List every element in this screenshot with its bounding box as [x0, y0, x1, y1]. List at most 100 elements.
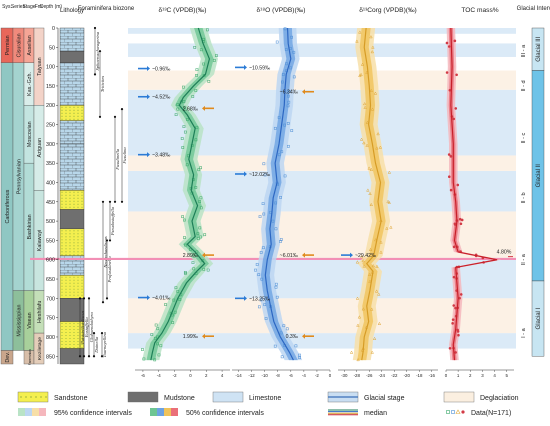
d13c-data-point — [182, 100, 186, 103]
sand-dot — [69, 276, 71, 278]
d13corg-x-tick-label: -30 — [341, 373, 348, 378]
d13c-data-point — [184, 272, 187, 275]
d13c-data-point — [153, 358, 157, 362]
d13corg-data-point — [366, 188, 370, 192]
legend-swatch-ci50 — [150, 408, 157, 416]
d13c-data-point — [206, 28, 209, 32]
d13corg-data-point — [356, 323, 360, 327]
sand-dot — [69, 118, 71, 120]
d18o-x-tick-label: -10 — [261, 373, 268, 378]
biozone-label: Triticites — [100, 76, 105, 93]
biozone-marker — [92, 355, 96, 358]
sand-dot — [77, 115, 79, 117]
d18o-annotation: ~13.25‰ — [249, 296, 271, 302]
d18o-annotation-arrowhead — [244, 295, 247, 301]
sand-dot — [69, 106, 71, 108]
d13c-data-point — [192, 267, 196, 271]
toc-data-point — [454, 306, 457, 310]
sand-dot — [69, 279, 71, 281]
d13c-data-point — [180, 137, 184, 140]
sand-dot — [69, 332, 71, 333]
sand-dot — [65, 203, 67, 205]
d18o-data-point — [257, 273, 261, 277]
sand-dot — [65, 242, 67, 244]
sand-dot — [73, 251, 75, 253]
sand-dot — [69, 191, 71, 193]
strat-formations-label: Taiyuan — [37, 57, 43, 76]
sand-dot — [81, 294, 83, 296]
sand-dot — [69, 197, 71, 199]
sand-dot — [69, 230, 71, 232]
d18o-data-point — [279, 196, 282, 199]
d18o-data-point — [259, 251, 263, 254]
strat-systems-2 — [0, 350, 14, 365]
sand-dot — [81, 279, 83, 281]
sand-dot — [65, 329, 67, 330]
legend-swatch-ci50 — [171, 408, 178, 416]
strat-series-label: Pennsylvanian — [17, 159, 23, 194]
sand-dot — [73, 118, 75, 120]
glacial-stage-label: III - a — [521, 44, 527, 58]
d13c-data-point — [195, 74, 198, 77]
lithology-bed-mud — [59, 50, 85, 63]
sand-dot — [81, 285, 83, 287]
d13c-data-point — [199, 196, 203, 200]
toc-panel-title: TOC mass% — [461, 7, 498, 14]
sand-dot — [61, 276, 63, 278]
sand-dot — [69, 194, 71, 196]
sand-dot — [77, 230, 79, 232]
toc-annotation: 4.80% — [497, 250, 512, 256]
toc-ci95-band — [446, 28, 502, 361]
glacial-stage-band — [128, 333, 516, 349]
d13corg-data-point — [377, 321, 382, 325]
d13c-data-point — [191, 95, 195, 98]
sand-dot — [77, 347, 79, 348]
d13c-data-point — [150, 333, 154, 336]
sand-dot — [61, 248, 63, 250]
toc-data-point — [459, 293, 463, 296]
d18o-data-point — [263, 303, 267, 307]
depth-tick-label: 700 — [46, 296, 55, 302]
toc-data-point — [452, 245, 456, 249]
d18o-annotation: ~6.01‰ — [280, 253, 299, 259]
d18o-data-point — [287, 94, 290, 98]
d13corg-data-point — [387, 170, 392, 174]
d13c-data-point — [189, 248, 192, 251]
d13c-annotation: 2.68‰ — [183, 106, 199, 112]
sand-dot — [81, 245, 83, 247]
d13c-data-point — [199, 166, 202, 170]
d18o-data-point — [258, 215, 262, 218]
biozone-label: Sphaeroschwagerina — [95, 31, 100, 70]
stratigraphy-columns: Permian Carboniferous Dev. Cisuralian Pennsy… — [0, 27, 45, 365]
sand-dot — [69, 341, 71, 342]
d13c-data-point — [206, 268, 210, 272]
biozone-marker — [113, 115, 117, 118]
d13c-panel-title: δ¹³C (VPDB)(‰) — [159, 7, 207, 14]
d18o-data-point — [277, 153, 281, 157]
sand-dot — [61, 338, 63, 339]
biozone-marker — [87, 297, 91, 300]
d13c-data-point — [156, 342, 159, 346]
d13corg-x-tick-label: -24 — [379, 373, 386, 378]
d18o-data-point — [283, 27, 287, 31]
d13c-data-point — [142, 357, 146, 361]
sand-dot — [73, 239, 75, 241]
sand-dot — [81, 288, 83, 290]
d13c-median-line — [150, 27, 211, 361]
d18o-annotation: 0.3‰ — [286, 334, 299, 340]
depth-tick-label: 800 — [46, 335, 55, 341]
sand-dot — [69, 200, 71, 202]
biozone-marker — [98, 50, 102, 53]
sand-dot — [61, 242, 63, 244]
biozone-marker — [120, 108, 124, 111]
sand-dot — [73, 338, 75, 339]
legend-label-mud: Mudstone — [164, 395, 195, 402]
sand-dot — [77, 344, 79, 345]
d13corg-panel-title: δ¹³Corg (VPDB)(‰) — [359, 7, 417, 14]
sand-dot — [69, 338, 71, 339]
sand-dot — [77, 112, 79, 114]
sand-dot — [73, 288, 75, 290]
strat-stages-label: Moscovian — [27, 121, 33, 147]
